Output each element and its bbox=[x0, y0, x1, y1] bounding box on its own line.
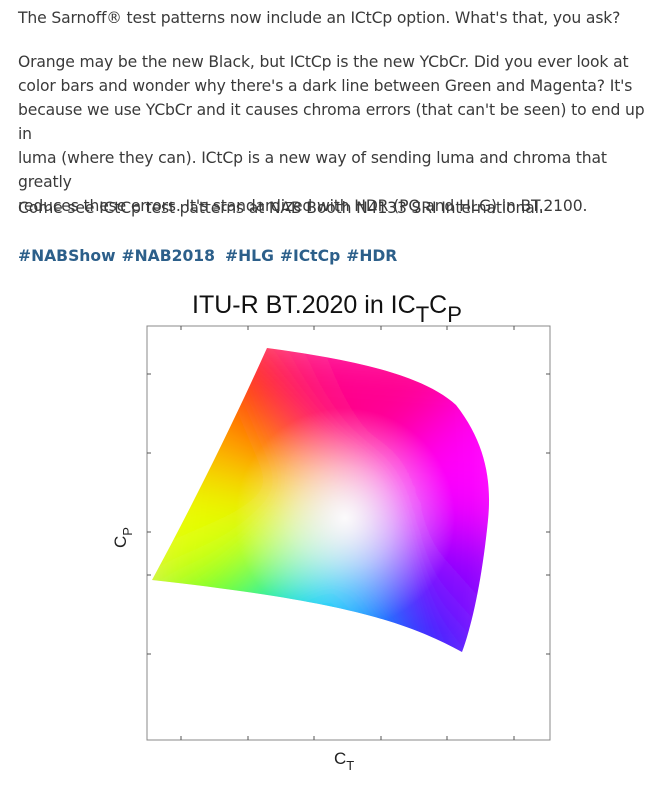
svg-text:ITU-R BT.2020 in ICTCP: ITU-R BT.2020 in ICTCP bbox=[192, 291, 462, 327]
y-axis-label: CP bbox=[111, 527, 135, 548]
x-label-main: C bbox=[334, 749, 346, 768]
main-line: luma (where they can). ICtCp is a new wa… bbox=[18, 149, 607, 191]
hashtag-list: #NABShow #NAB2018 #HLG #ICtCp #HDR bbox=[18, 244, 658, 268]
hashtag-nabshow[interactable]: #NABShow bbox=[18, 247, 116, 265]
title-sub-p: P bbox=[447, 302, 462, 327]
booth-paragraph: Come see ICtCp test patterns at NAB Boot… bbox=[18, 199, 544, 217]
y-label-sub: P bbox=[120, 527, 135, 536]
main-line: color bars and wonder why there's a dark… bbox=[18, 77, 633, 95]
ictcp-gamut-figure: ITU-R BT.2020 in ICTCP bbox=[100, 280, 580, 784]
main-line: reduces these errors. It's standardized … bbox=[18, 197, 588, 215]
hashtag-ictcp[interactable]: #ICtCp bbox=[279, 247, 341, 265]
x-label-sub: T bbox=[346, 758, 354, 773]
svg-text:CT: CT bbox=[334, 749, 354, 773]
gamut-chart: ITU-R BT.2020 in ICTCP bbox=[111, 291, 551, 773]
hashtag-nab2018[interactable]: #NAB2018 bbox=[121, 247, 216, 265]
y-label-main: C bbox=[111, 536, 130, 548]
hashtag-hlg[interactable]: #HLG bbox=[225, 247, 274, 265]
intro-paragraph: The Sarnoff® test patterns now include a… bbox=[18, 9, 621, 27]
title-sub-t: T bbox=[416, 302, 429, 327]
x-axis-label: CT bbox=[334, 749, 354, 773]
hashtag-hdr[interactable]: #HDR bbox=[346, 247, 398, 265]
main-line: because we use YCbCr and it causes chrom… bbox=[18, 101, 645, 143]
svg-text:CP: CP bbox=[111, 527, 135, 548]
title-main: ITU-R BT.2020 in IC bbox=[192, 291, 416, 319]
title-mid: C bbox=[429, 291, 447, 319]
main-paragraph: Orange may be the new Black, but ICtCp i… bbox=[18, 50, 658, 218]
main-line: Orange may be the new Black, but ICtCp i… bbox=[18, 53, 629, 71]
chart-title: ITU-R BT.2020 in ICTCP bbox=[192, 291, 462, 327]
axis-ticks bbox=[147, 326, 550, 740]
